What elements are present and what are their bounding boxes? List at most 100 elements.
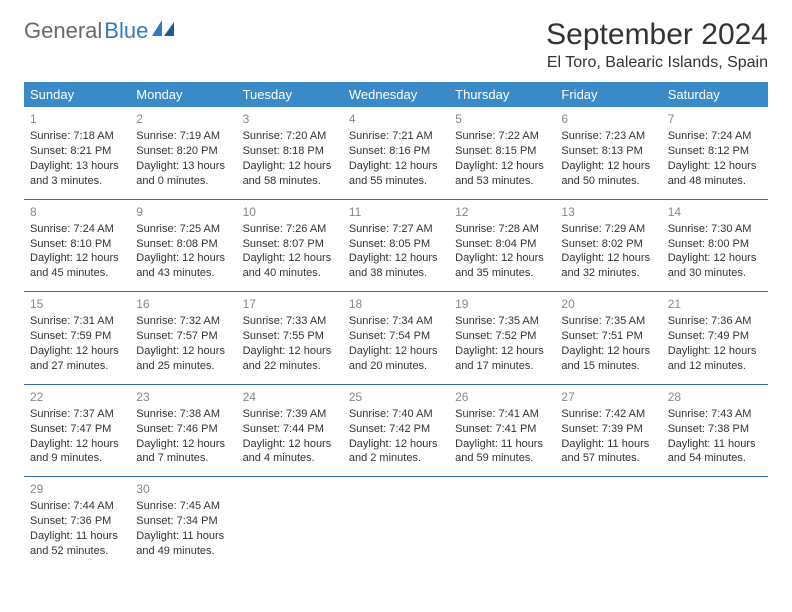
day-number: 5 <box>455 111 549 127</box>
sunset-text: Sunset: 8:08 PM <box>136 237 230 252</box>
sunrise-text: Sunrise: 7:28 AM <box>455 222 549 237</box>
sunrise-text: Sunrise: 7:39 AM <box>243 407 337 422</box>
sunrise-text: Sunrise: 7:43 AM <box>668 407 762 422</box>
daylight-text: Daylight: 12 hours and 22 minutes. <box>243 344 337 374</box>
daylight-text: Daylight: 12 hours and 58 minutes. <box>243 159 337 189</box>
sunset-text: Sunset: 8:20 PM <box>136 144 230 159</box>
sunset-text: Sunset: 7:34 PM <box>136 514 230 529</box>
sunrise-text: Sunrise: 7:30 AM <box>668 222 762 237</box>
day-number: 27 <box>561 389 655 405</box>
sunset-text: Sunset: 7:59 PM <box>30 329 124 344</box>
sunset-text: Sunset: 8:21 PM <box>30 144 124 159</box>
sunset-text: Sunset: 7:38 PM <box>668 422 762 437</box>
sunset-text: Sunset: 8:00 PM <box>668 237 762 252</box>
sunset-text: Sunset: 7:51 PM <box>561 329 655 344</box>
daylight-text: Daylight: 11 hours and 49 minutes. <box>136 529 230 559</box>
calendar-day-cell: 21Sunrise: 7:36 AMSunset: 7:49 PMDayligh… <box>662 292 768 385</box>
sunset-text: Sunset: 8:12 PM <box>668 144 762 159</box>
brand-logo: GeneralBlue <box>24 18 176 44</box>
day-number: 12 <box>455 204 549 220</box>
day-number: 2 <box>136 111 230 127</box>
calendar-day-cell: 15Sunrise: 7:31 AMSunset: 7:59 PMDayligh… <box>24 292 130 385</box>
day-number: 22 <box>30 389 124 405</box>
calendar-week-row: 15Sunrise: 7:31 AMSunset: 7:59 PMDayligh… <box>24 292 768 385</box>
calendar-day-cell: 18Sunrise: 7:34 AMSunset: 7:54 PMDayligh… <box>343 292 449 385</box>
sunrise-text: Sunrise: 7:45 AM <box>136 499 230 514</box>
daylight-text: Daylight: 12 hours and 45 minutes. <box>30 251 124 281</box>
weekday-header: Tuesday <box>237 82 343 107</box>
daylight-text: Daylight: 12 hours and 48 minutes. <box>668 159 762 189</box>
daylight-text: Daylight: 11 hours and 52 minutes. <box>30 529 124 559</box>
sunset-text: Sunset: 7:55 PM <box>243 329 337 344</box>
daylight-text: Daylight: 12 hours and 15 minutes. <box>561 344 655 374</box>
calendar-day-cell <box>237 477 343 569</box>
calendar-day-cell: 8Sunrise: 7:24 AMSunset: 8:10 PMDaylight… <box>24 199 130 292</box>
sunrise-text: Sunrise: 7:35 AM <box>561 314 655 329</box>
day-number: 20 <box>561 296 655 312</box>
sunset-text: Sunset: 7:42 PM <box>349 422 443 437</box>
calendar-day-cell: 6Sunrise: 7:23 AMSunset: 8:13 PMDaylight… <box>555 107 661 199</box>
calendar-day-cell: 28Sunrise: 7:43 AMSunset: 7:38 PMDayligh… <box>662 384 768 477</box>
brand-part1: General <box>24 18 102 44</box>
daylight-text: Daylight: 12 hours and 40 minutes. <box>243 251 337 281</box>
weekday-header: Thursday <box>449 82 555 107</box>
sunrise-text: Sunrise: 7:42 AM <box>561 407 655 422</box>
calendar-day-cell: 7Sunrise: 7:24 AMSunset: 8:12 PMDaylight… <box>662 107 768 199</box>
sunrise-text: Sunrise: 7:29 AM <box>561 222 655 237</box>
title-block: September 2024 El Toro, Balearic Islands… <box>546 18 768 72</box>
sunset-text: Sunset: 8:02 PM <box>561 237 655 252</box>
sunset-text: Sunset: 7:52 PM <box>455 329 549 344</box>
daylight-text: Daylight: 11 hours and 54 minutes. <box>668 437 762 467</box>
day-number: 10 <box>243 204 337 220</box>
day-number: 1 <box>30 111 124 127</box>
brand-part2: Blue <box>104 18 148 44</box>
sunrise-text: Sunrise: 7:19 AM <box>136 129 230 144</box>
calendar-day-cell: 5Sunrise: 7:22 AMSunset: 8:15 PMDaylight… <box>449 107 555 199</box>
day-number: 14 <box>668 204 762 220</box>
month-title: September 2024 <box>546 18 768 52</box>
day-number: 15 <box>30 296 124 312</box>
sunset-text: Sunset: 7:47 PM <box>30 422 124 437</box>
calendar-table: Sunday Monday Tuesday Wednesday Thursday… <box>24 82 768 569</box>
daylight-text: Daylight: 11 hours and 59 minutes. <box>455 437 549 467</box>
sunset-text: Sunset: 7:49 PM <box>668 329 762 344</box>
daylight-text: Daylight: 12 hours and 25 minutes. <box>136 344 230 374</box>
daylight-text: Daylight: 13 hours and 3 minutes. <box>30 159 124 189</box>
daylight-text: Daylight: 12 hours and 9 minutes. <box>30 437 124 467</box>
weekday-header-row: Sunday Monday Tuesday Wednesday Thursday… <box>24 82 768 107</box>
day-number: 26 <box>455 389 549 405</box>
sunrise-text: Sunrise: 7:18 AM <box>30 129 124 144</box>
daylight-text: Daylight: 12 hours and 27 minutes. <box>30 344 124 374</box>
day-number: 7 <box>668 111 762 127</box>
daylight-text: Daylight: 12 hours and 53 minutes. <box>455 159 549 189</box>
sunrise-text: Sunrise: 7:23 AM <box>561 129 655 144</box>
weekday-header: Sunday <box>24 82 130 107</box>
sunrise-text: Sunrise: 7:20 AM <box>243 129 337 144</box>
calendar-day-cell: 12Sunrise: 7:28 AMSunset: 8:04 PMDayligh… <box>449 199 555 292</box>
day-number: 25 <box>349 389 443 405</box>
calendar-week-row: 1Sunrise: 7:18 AMSunset: 8:21 PMDaylight… <box>24 107 768 199</box>
weekday-header: Wednesday <box>343 82 449 107</box>
sunrise-text: Sunrise: 7:41 AM <box>455 407 549 422</box>
daylight-text: Daylight: 12 hours and 38 minutes. <box>349 251 443 281</box>
day-number: 4 <box>349 111 443 127</box>
day-number: 11 <box>349 204 443 220</box>
day-number: 6 <box>561 111 655 127</box>
calendar-week-row: 22Sunrise: 7:37 AMSunset: 7:47 PMDayligh… <box>24 384 768 477</box>
sunrise-text: Sunrise: 7:26 AM <box>243 222 337 237</box>
sunrise-text: Sunrise: 7:22 AM <box>455 129 549 144</box>
day-number: 17 <box>243 296 337 312</box>
sunrise-text: Sunrise: 7:38 AM <box>136 407 230 422</box>
daylight-text: Daylight: 12 hours and 55 minutes. <box>349 159 443 189</box>
logo-sail-icon <box>152 18 176 44</box>
daylight-text: Daylight: 12 hours and 43 minutes. <box>136 251 230 281</box>
calendar-day-cell: 30Sunrise: 7:45 AMSunset: 7:34 PMDayligh… <box>130 477 236 569</box>
sunset-text: Sunset: 8:05 PM <box>349 237 443 252</box>
calendar-day-cell: 10Sunrise: 7:26 AMSunset: 8:07 PMDayligh… <box>237 199 343 292</box>
calendar-day-cell: 17Sunrise: 7:33 AMSunset: 7:55 PMDayligh… <box>237 292 343 385</box>
day-number: 9 <box>136 204 230 220</box>
sunrise-text: Sunrise: 7:34 AM <box>349 314 443 329</box>
sunrise-text: Sunrise: 7:35 AM <box>455 314 549 329</box>
daylight-text: Daylight: 12 hours and 20 minutes. <box>349 344 443 374</box>
calendar-day-cell: 23Sunrise: 7:38 AMSunset: 7:46 PMDayligh… <box>130 384 236 477</box>
